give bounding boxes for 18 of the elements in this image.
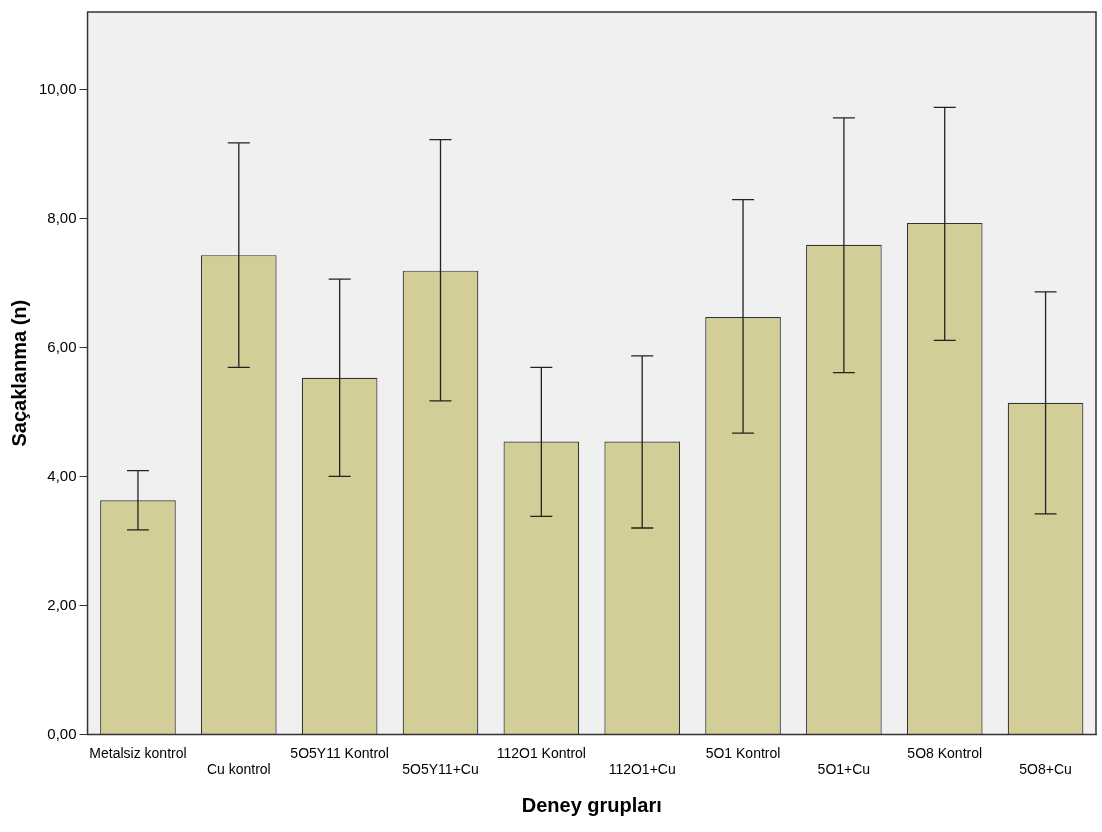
x-tick-label: 5O5Y11 Kontrol [290,744,389,761]
y-tick-label: 2,00 [47,595,77,613]
y-tick-label: 0,00 [47,724,77,742]
y-axis-title: Saçaklanma (n) [7,299,30,447]
x-tick-label: 112O1 Kontrol [496,744,586,761]
x-tick-label: 5O1+Cu [817,761,871,778]
y-tick-label: 8,00 [47,208,77,226]
y-tick-label: 10,00 [38,79,77,97]
y-tick-label: 6,00 [47,337,77,355]
x-tick-label: Metalsiz kontrol [89,744,187,761]
x-tick-label: 5O5Y11+Cu [402,761,479,778]
x-tick-label: 5O8+Cu [1019,761,1072,778]
x-tick-label: 5O1 Kontrol [705,744,781,761]
x-tick-label: Cu kontrol [206,761,271,778]
y-tick-label: 4,00 [47,466,77,484]
x-tick-label: 5O8 Kontrol [907,744,983,761]
x-axis-title: Deney grupları [521,793,662,816]
x-tick-label: 112O1+Cu [608,761,676,778]
